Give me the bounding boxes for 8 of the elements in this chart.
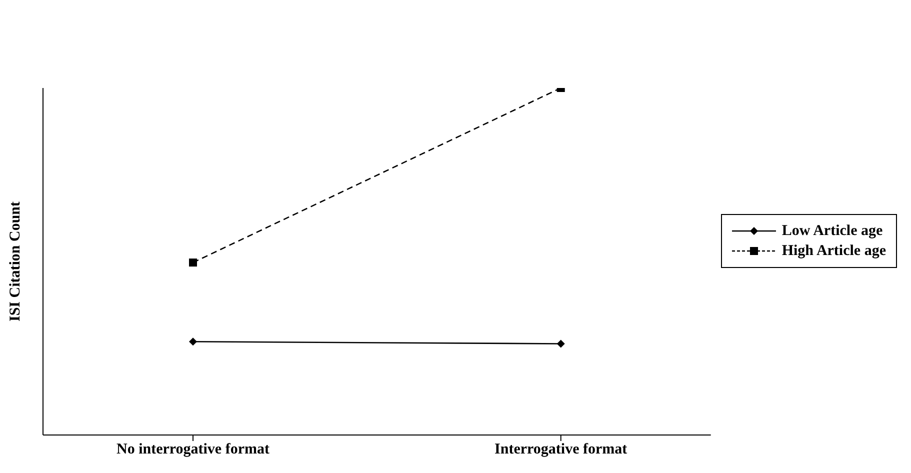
point (189, 338, 197, 346)
point (189, 258, 197, 267)
x-tick-label: No interrogative format (116, 442, 270, 458)
legend-label: Low Article age (782, 222, 883, 240)
legend-label: High Article age (782, 242, 886, 260)
point (556, 340, 565, 348)
x-tick-label: Interrogative format (494, 442, 628, 458)
y-axis-title: ISI Citation Count (7, 201, 24, 322)
